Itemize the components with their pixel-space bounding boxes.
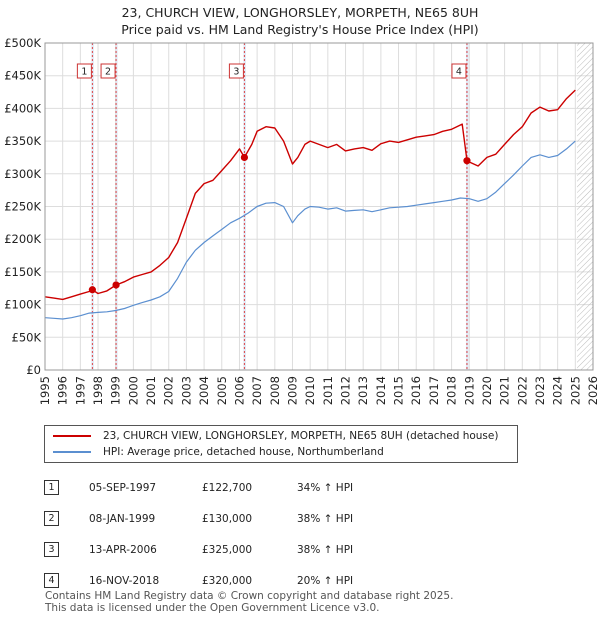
x-tick-label: 2018 <box>445 376 459 405</box>
x-tick-label: 2025 <box>568 376 582 405</box>
sale-number-label: 4 <box>456 67 462 78</box>
x-tick-label: 2024 <box>551 376 565 405</box>
property-price-line <box>44 89 576 301</box>
legend-label-property: 23, CHURCH VIEW, LONGHORSLEY, MORPETH, N… <box>103 430 499 442</box>
sale-number-box <box>100 63 116 79</box>
sale-date: 16-NOV-2018 <box>89 574 160 587</box>
y-tick-label: £450K <box>4 69 41 83</box>
y-tick-label: £50K <box>12 330 42 344</box>
legend-label-hpi: HPI: Average price, detached house, Nort… <box>103 446 384 458</box>
chart-title: 23, CHURCH VIEW, LONGHORSLEY, MORPETH, N… <box>121 5 479 20</box>
y-tick-label: £400K <box>4 101 41 115</box>
y-tick-label: £300K <box>4 167 41 181</box>
x-tick-label: 1998 <box>91 376 105 405</box>
y-tick-label: £100K <box>4 298 41 312</box>
sale-number-label: 3 <box>233 67 239 78</box>
table-row: 1 05-SEP-1997 £122,700 34% ↑ HPI <box>44 472 397 503</box>
sale-number-label: 2 <box>105 67 111 78</box>
x-tick-label: 2006 <box>232 376 246 405</box>
legend-item-property: 23, CHURCH VIEW, LONGHORSLEY, MORPETH, N… <box>53 428 498 444</box>
y-tick-label: £150K <box>4 265 41 279</box>
x-tick-label: 2019 <box>462 376 476 405</box>
sale-badge: 2 <box>44 511 59 526</box>
sale-price: £130,000 <box>202 512 253 525</box>
x-tick-label: 2004 <box>197 376 211 405</box>
x-tick-label: 2016 <box>409 376 423 405</box>
legend-swatch-hpi <box>53 451 91 453</box>
sale-badge: 4 <box>44 573 59 588</box>
y-tick-label: £350K <box>4 134 41 148</box>
y-tick-label: £250K <box>4 200 41 214</box>
price-chart: 1 2 3 4 £0 £50K £100K £150K £200K £250K £300K £350K… <box>4 36 600 405</box>
forecast-region <box>577 43 593 370</box>
sale-point <box>112 281 120 289</box>
plot-frame <box>44 42 594 371</box>
y-tick-label: £500K <box>4 36 41 50</box>
table-row: 3 13-APR-2006 £325,000 38% ↑ HPI <box>44 534 397 565</box>
y-tick-label: £0 <box>26 363 41 377</box>
x-tick-label: 2015 <box>392 376 406 405</box>
x-tick-label: 2008 <box>268 376 282 405</box>
sales-table: 1 05-SEP-1997 £122,700 34% ↑ HPI 2 08-JA… <box>44 472 397 596</box>
x-tick-label: 2017 <box>427 376 441 405</box>
x-tick-label: 2003 <box>179 376 193 405</box>
sale-price: £122,700 <box>202 481 253 494</box>
sale-point <box>88 286 96 294</box>
sale-price: £325,000 <box>202 543 253 556</box>
x-tick-label: 2002 <box>162 376 176 405</box>
sale-number-box <box>76 63 92 79</box>
hpi-line <box>44 140 576 320</box>
sale-hpi-change: 34% ↑ HPI <box>297 481 354 494</box>
sale-badge: 1 <box>44 480 59 495</box>
x-tick-label: 2001 <box>144 376 158 405</box>
sale-hpi-change: 38% ↑ HPI <box>297 543 354 556</box>
x-tick-label: 2022 <box>515 376 529 405</box>
x-tick-label: 2007 <box>250 376 264 405</box>
legend-swatch-property <box>53 435 91 437</box>
table-row: 4 16-NOV-2018 £320,000 20% ↑ HPI <box>44 565 397 596</box>
x-tick-label: 2009 <box>285 376 299 405</box>
sale-date: 08-JAN-1999 <box>89 512 156 525</box>
x-tick-label: 2005 <box>215 376 229 405</box>
sale-date: 05-SEP-1997 <box>89 481 157 494</box>
footer: Contains HM Land Registry data © Crown c… <box>45 590 453 614</box>
x-tick-label: 1996 <box>56 376 70 405</box>
x-tick-label: 2012 <box>339 376 353 405</box>
footer-copyright: Contains HM Land Registry data © Crown c… <box>45 590 454 602</box>
sale-number-label: 1 <box>81 67 87 78</box>
sale-date: 13-APR-2006 <box>89 543 157 556</box>
sale-point <box>240 153 249 162</box>
sale-hpi-change: 20% ↑ HPI <box>297 574 354 587</box>
sale-number-box <box>228 63 244 79</box>
x-tick-label: 1999 <box>109 376 123 405</box>
x-tick-label: 2026 <box>586 376 600 405</box>
x-tick-label: 2021 <box>498 376 512 405</box>
sale-price: £320,000 <box>202 574 253 587</box>
sale-number-box <box>451 63 467 79</box>
y-tick-label: £200K <box>4 232 41 246</box>
x-tick-label: 2020 <box>480 376 494 405</box>
x-tick-label: 2010 <box>303 376 317 405</box>
legend-item-hpi: HPI: Average price, detached house, Nort… <box>53 444 384 460</box>
x-tick-label: 2013 <box>356 376 370 405</box>
x-tick-label: 2011 <box>321 376 335 405</box>
sale-badge: 3 <box>44 542 59 557</box>
x-tick-label: 1997 <box>73 376 87 405</box>
sale-hpi-change: 38% ↑ HPI <box>297 512 354 525</box>
footer-licence: This data is licensed under the Open Gov… <box>45 602 380 614</box>
x-tick-label: 2000 <box>126 376 140 405</box>
x-tick-label: 1995 <box>38 376 52 405</box>
chart-subtitle: Price paid vs. HM Land Registry's House … <box>121 22 479 37</box>
table-row: 2 08-JAN-1999 £130,000 38% ↑ HPI <box>44 503 397 534</box>
sale-point <box>463 157 471 165</box>
chart-legend: 23, CHURCH VIEW, LONGHORSLEY, MORPETH, N… <box>44 425 518 463</box>
x-tick-label: 2014 <box>374 376 388 405</box>
x-tick-label: 2023 <box>533 376 547 405</box>
